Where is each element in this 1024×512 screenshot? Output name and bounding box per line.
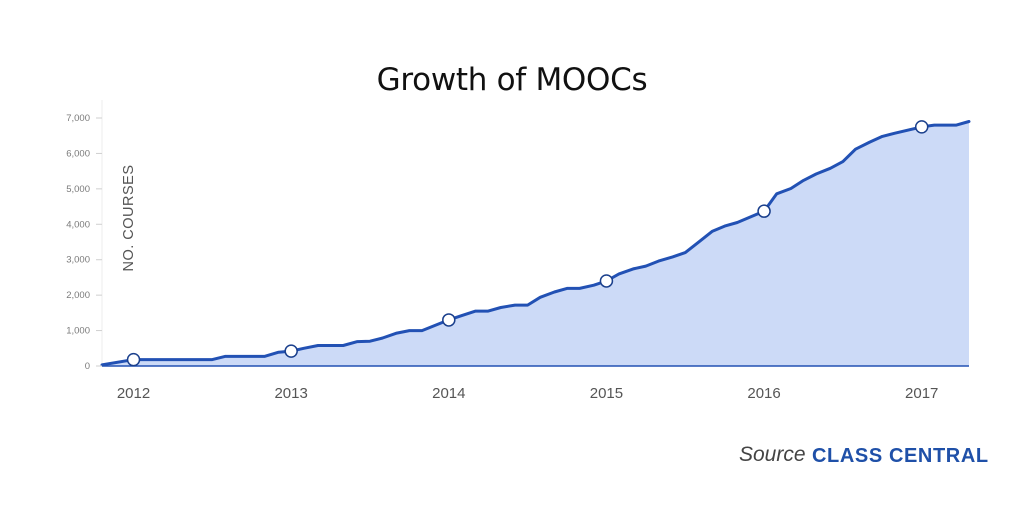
data-point-marker (599, 274, 614, 288)
data-point-marker (914, 120, 929, 134)
y-tick-label: 3,000 (66, 255, 90, 266)
y-tick-label: 4,000 (66, 219, 90, 230)
y-tick-label: 7,000 (66, 113, 90, 124)
data-point-marker (757, 204, 771, 218)
source-label: Source (739, 443, 806, 466)
data-point-marker (442, 313, 456, 327)
x-tick-label: 2013 (274, 385, 307, 402)
y-tick-label: 1,000 (66, 326, 90, 337)
x-tick-label: 2015 (590, 385, 623, 402)
chart-title: Growth of MOOCs (376, 62, 648, 98)
data-point-marker (284, 344, 298, 358)
y-tick-label: 2,000 (66, 290, 90, 301)
y-tick-label: 0 (85, 361, 90, 372)
series-area (102, 121, 969, 366)
x-tick-label: 2017 (905, 385, 938, 402)
y-tick-label: 5,000 (66, 184, 90, 195)
x-tick-label: 2012 (117, 385, 150, 402)
y-axis-label: NO. COURSES (121, 164, 137, 271)
series-line (100, 120, 971, 367)
source-brand: CLASS CENTRAL (812, 445, 989, 467)
data-point-marker (126, 352, 141, 367)
x-tick-label: 2014 (432, 385, 465, 402)
y-tick-label: 6,000 (66, 148, 90, 159)
x-tick-label: 2016 (747, 385, 780, 402)
